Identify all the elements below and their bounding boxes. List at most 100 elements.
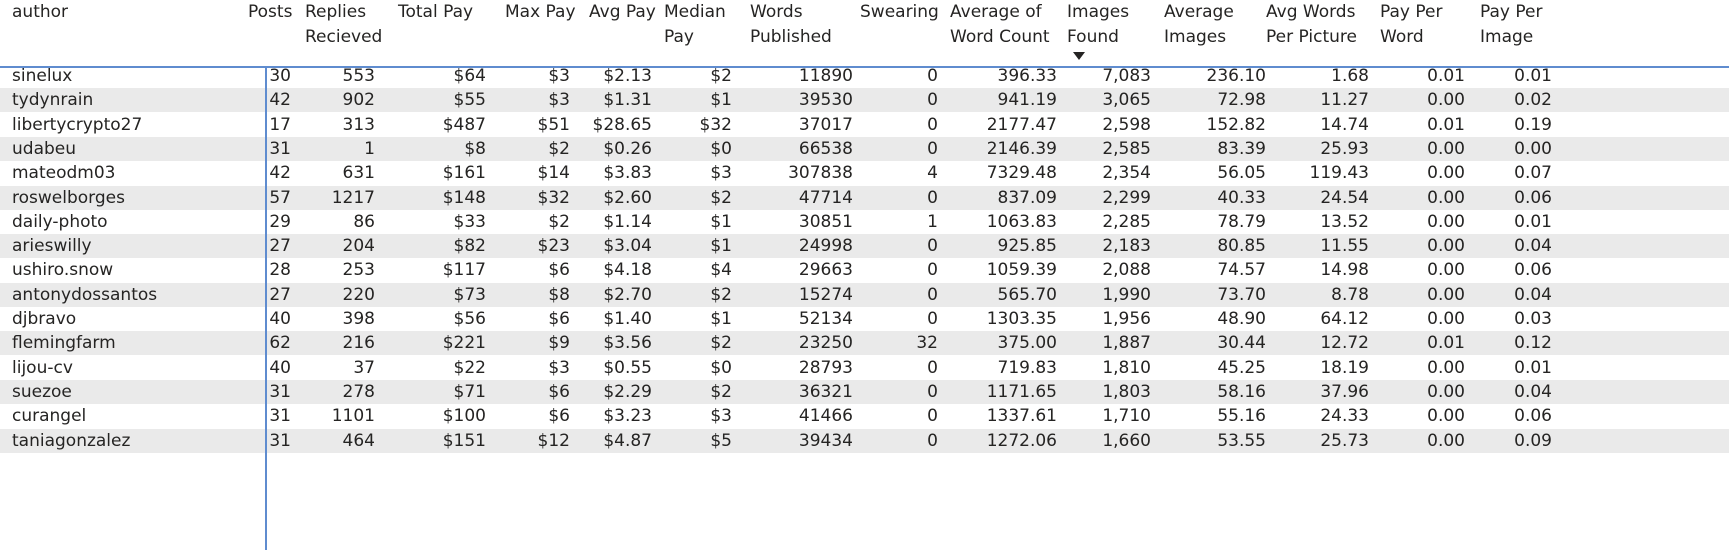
table-row[interactable]: ushiro.snow 28 253 $117 $6 $4.18 $4 29663 0 1059.… [0,258,1729,282]
cell-avg-pay: $3.56 [603,333,652,354]
table-row[interactable]: lijou-cv 40 37 $22 $3 $0.55 $0 28793 0 719.83 1,81… [0,356,1729,380]
cell-median-pay: $3 [710,163,732,184]
cell-average-images: 58.16 [1217,381,1266,402]
cell-median-pay: $3 [710,406,732,427]
cell-words-published: 23250 [798,333,853,354]
cell-max-pay: $3 [548,357,570,378]
cell-words-published: 47714 [798,187,853,208]
cell-avg-word-count: 1337.61 [986,406,1057,427]
header-divider [0,66,1729,68]
cell-images-found: 1,803 [1102,381,1151,402]
column-header-max-pay[interactable]: Max Pay [505,0,576,58]
column-header-posts[interactable]: Posts [248,0,292,58]
cell-max-pay: $3 [548,90,570,111]
column-header-label: Replies Recieved [305,2,383,47]
column-header-pay-per-word[interactable]: Pay Per Word [1380,0,1442,58]
cell-posts: 28 [269,260,291,281]
cell-total-pay: $22 [453,357,486,378]
cell-replies: 631 [342,163,375,184]
cell-average-images: 74.57 [1217,260,1266,281]
column-header-avg-word-count[interactable]: Average of Word Count [950,0,1050,58]
column-header-average-images[interactable]: Average Images [1164,0,1234,58]
column-header-label: Avg Words Per Picture [1266,2,1357,47]
cell-posts: 27 [269,236,291,257]
cell-avg-word-count: 1171.65 [986,381,1057,402]
column-header-avg-pay[interactable]: Avg Pay [589,0,656,58]
table-row[interactable]: antonydossantos 27 220 $73 $8 $2.70 $2 15274 0 56… [0,282,1729,307]
cell-replies: 220 [342,284,375,305]
cell-avg-pay: $1.31 [603,90,652,111]
cell-posts: 27 [269,284,291,305]
column-header-avg-words-per-picture[interactable]: Avg Words Per Picture [1266,0,1357,58]
cell-pay-per-word: 0.00 [1427,236,1465,257]
cell-posts: 31 [269,381,291,402]
cell-author: libertycrypto27 [12,114,143,135]
cell-avg-words-per-picture: 24.54 [1320,187,1369,208]
cell-total-pay: $148 [442,187,486,208]
cell-pay-per-word: 0.00 [1427,187,1465,208]
table-row[interactable]: daily-photo 29 86 $33 $2 $1.14 $1 30851 1 1063.83… [0,210,1729,234]
cell-pay-per-image: 0.01 [1514,211,1552,232]
cell-images-found: 2,299 [1102,187,1151,208]
cell-pay-per-image: 0.06 [1514,187,1552,208]
table-row[interactable]: flemingfarm 62 216 $221 $9 $3.56 $2 23250 32 375.… [0,331,1729,356]
cell-avg-words-per-picture: 24.33 [1320,406,1369,427]
column-header-total-pay[interactable]: Total Pay [398,0,473,58]
cell-replies: 86 [353,211,375,232]
cell-average-images: 45.25 [1217,357,1266,378]
cell-pay-per-image: 0.19 [1514,114,1552,135]
cell-median-pay: $2 [710,66,732,86]
table-row[interactable]: libertycrypto27 17 313 $487 $51 $28.65 $32 3701… [0,113,1729,137]
column-header-median-pay[interactable]: Median Pay [664,0,726,58]
cell-avg-pay: $2.70 [603,284,652,305]
cell-replies: 204 [342,236,375,257]
column-header-label: Total Pay [398,2,474,22]
cell-replies: 216 [342,333,375,354]
cell-author: flemingfarm [12,333,116,354]
cell-author: ushiro.snow [12,260,114,281]
cell-swearing: 0 [927,260,938,281]
column-header-swearing[interactable]: Swearing [860,0,939,58]
cell-author: taniagonzalez [12,430,131,451]
cell-posts: 17 [269,114,291,135]
cell-pay-per-word: 0.00 [1427,284,1465,305]
cell-replies: 464 [342,430,375,451]
cell-words-published: 37017 [798,114,853,135]
cell-replies: 1 [364,138,375,159]
cell-avg-words-per-picture: 37.96 [1320,381,1369,402]
table-row[interactable]: mateodm03 42 631 $161 $14 $3.83 $3 307838 4 7329.… [0,161,1729,185]
column-header-label: Words Published [750,2,832,47]
table-row[interactable]: taniagonzalez 31 464 $151 $12 $4.87 $5 39434 0 12… [0,428,1729,453]
cell-average-images: 55.16 [1217,406,1266,427]
cell-swearing: 0 [927,236,938,257]
cell-posts: 30 [269,66,291,86]
column-header-images-found[interactable]: Images Found [1067,0,1129,60]
cell-total-pay: $100 [442,406,486,427]
table-row[interactable]: djbravo 40 398 $56 $6 $1.40 $1 52134 0 1303.35 1,9… [0,307,1729,331]
cell-avg-word-count: 396.33 [997,66,1057,86]
cell-images-found: 1,660 [1102,430,1151,451]
column-header-pay-per-image[interactable]: Pay Per Image [1480,0,1542,58]
cell-pay-per-image: 0.03 [1514,309,1552,329]
cell-median-pay: $2 [710,333,732,354]
cell-images-found: 2,585 [1102,138,1151,159]
table-row[interactable]: roswelborges 57 1217 $148 $32 $2.60 $2 47714 0 83… [0,185,1729,210]
cell-average-images: 40.33 [1217,187,1266,208]
cell-avg-words-per-picture: 11.27 [1320,90,1369,111]
cell-author: djbravo [12,309,77,329]
cell-pay-per-word: 0.00 [1427,163,1465,184]
cell-average-images: 48.90 [1217,309,1266,329]
cell-average-images: 56.05 [1217,163,1266,184]
cell-median-pay: $1 [710,90,732,111]
table-row[interactable]: sinelux 30 553 $64 $3 $2.13 $2 11890 0 396.33 7,08… [0,64,1729,88]
table-row[interactable]: curangel 31 1101 $100 $6 $3.23 $3 41466 0 1337.61… [0,404,1729,428]
table-row[interactable]: arieswilly 27 204 $82 $23 $3.04 $1 24998 0 925.85… [0,234,1729,259]
table-row[interactable]: suezoe 31 278 $71 $6 $2.29 $2 36321 0 1171.65 1,80… [0,379,1729,404]
column-header-author[interactable]: author [12,0,68,58]
column-header-replies[interactable]: Replies Recieved [305,0,382,58]
cell-avg-pay: $2.60 [603,187,652,208]
table-row[interactable]: udabeu 31 1 $8 $2 $0.26 $0 66538 0 2146.39 2,585 83… [0,136,1729,161]
column-header-words-published[interactable]: Words Published [750,0,832,58]
cell-avg-pay: $3.83 [603,163,652,184]
table-row[interactable]: tydynrain 42 902 $55 $3 $1.31 $1 39530 0 941.19 3,… [0,88,1729,113]
